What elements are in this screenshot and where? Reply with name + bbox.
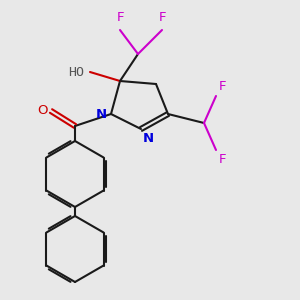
- Text: N: N: [95, 107, 106, 121]
- Text: O: O: [38, 104, 48, 118]
- Text: HO: HO: [68, 65, 84, 79]
- Text: F: F: [116, 11, 124, 24]
- Text: N: N: [142, 132, 154, 145]
- Text: F: F: [219, 153, 226, 166]
- Text: F: F: [219, 80, 226, 93]
- Text: F: F: [158, 11, 166, 24]
